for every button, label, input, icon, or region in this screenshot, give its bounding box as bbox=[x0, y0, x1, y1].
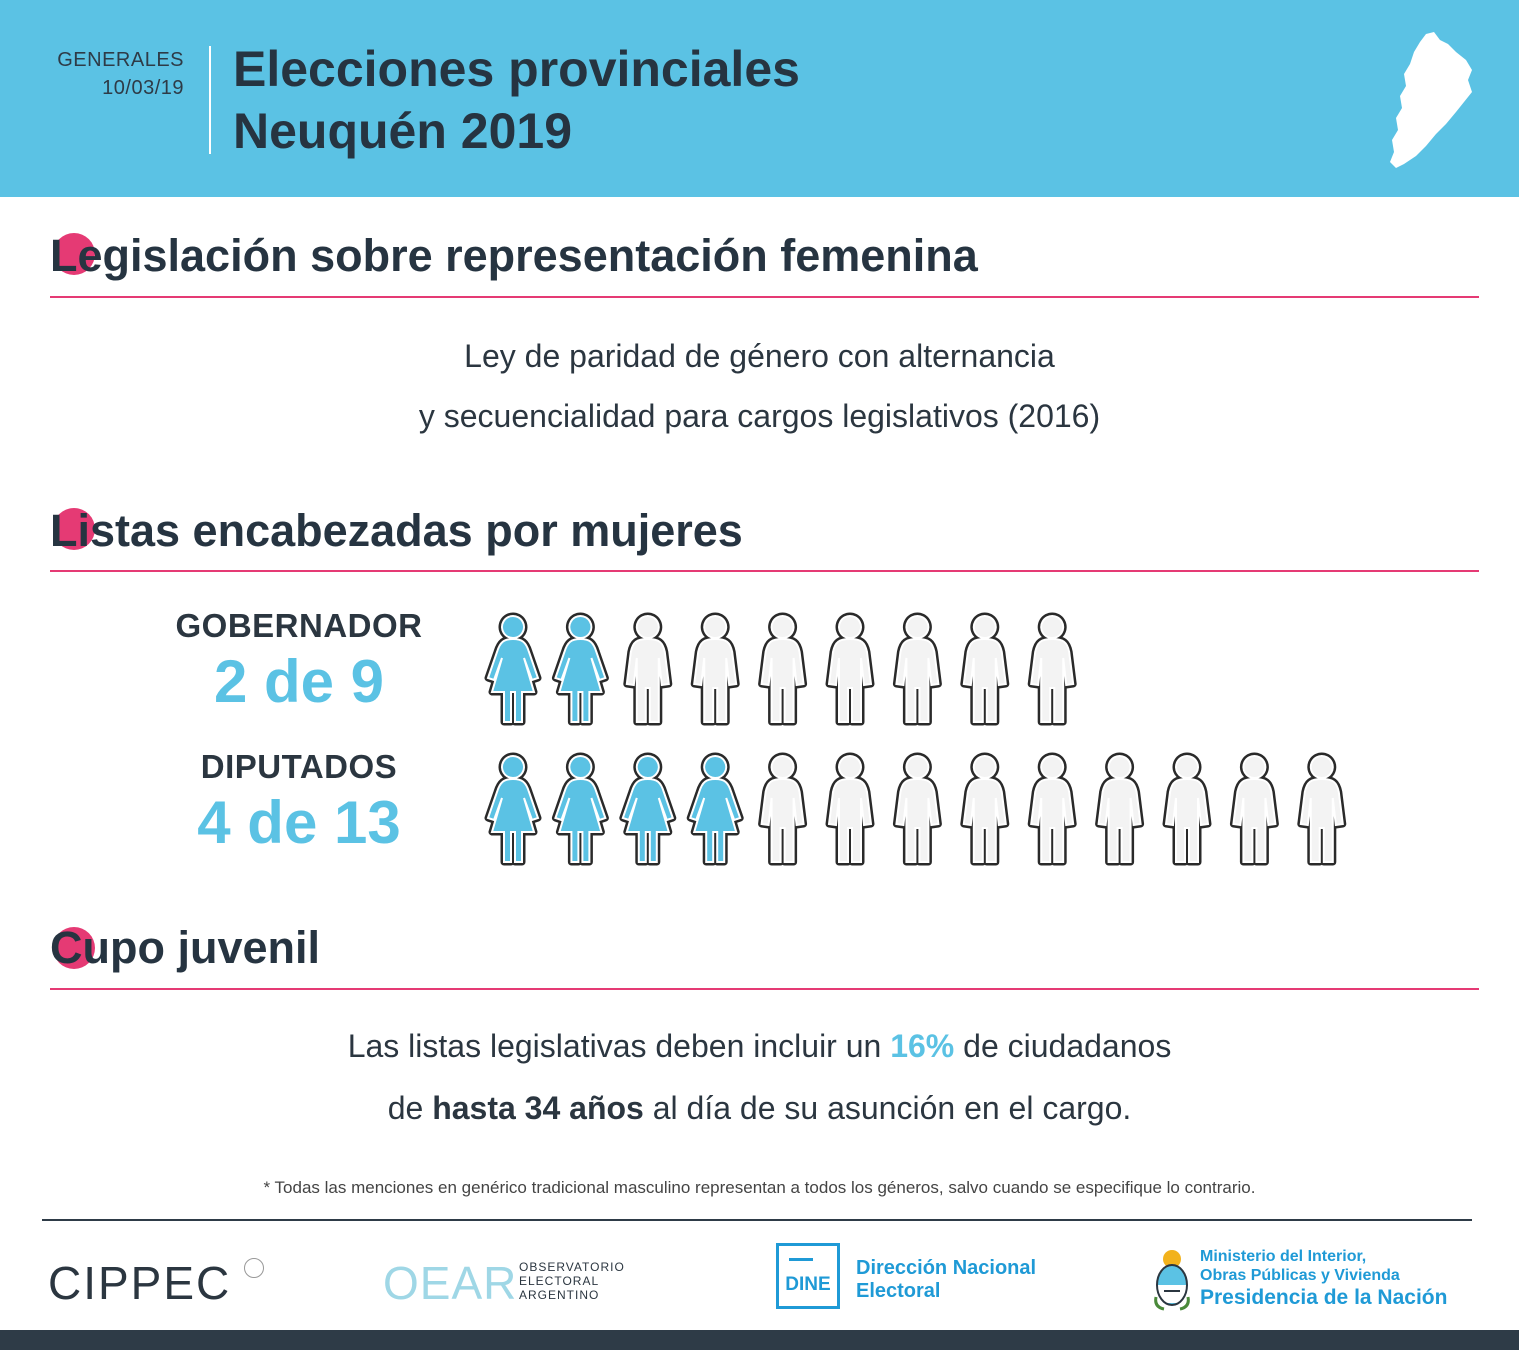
oear-mark: OEAR bbox=[383, 1257, 518, 1309]
election-type: GENERALES bbox=[57, 49, 184, 71]
footnote: * Todas las menciones en genérico tradic… bbox=[263, 1178, 1256, 1197]
section-marker-dot bbox=[53, 233, 95, 275]
woman-figure-icon bbox=[484, 752, 542, 866]
ministry-line-1: Ministerio del Interior, bbox=[1200, 1248, 1367, 1265]
youth-line-2: de hasta 34 años al día de su asunción e… bbox=[0, 1090, 1519, 1127]
coat-of-arms-icon bbox=[1154, 1250, 1190, 1311]
oear-logo: OEAR OBSERVATORIO ELECTORAL ARGENTINO bbox=[383, 1256, 624, 1310]
election-date: GENERALES 10/03/19 bbox=[40, 46, 184, 102]
dine-text: Dirección Nacional Electoral bbox=[856, 1257, 1036, 1303]
youth-text-a: Las listas legislativas deben incluir un bbox=[347, 1028, 891, 1064]
section-title-youth: Cupo juvenil bbox=[50, 922, 320, 973]
dine-mark: DINE bbox=[776, 1243, 840, 1309]
man-figure-icon bbox=[960, 752, 1010, 866]
man-figure-icon bbox=[1095, 752, 1145, 866]
man-figure-icon bbox=[825, 752, 875, 866]
title-line-2: Neuquén 2019 bbox=[233, 103, 573, 159]
man-figure-icon bbox=[1229, 752, 1279, 866]
woman-figure-icon bbox=[619, 752, 677, 866]
woman-figure-icon bbox=[551, 752, 609, 866]
ministry-line-2: Obras Públicas y Vivienda bbox=[1200, 1267, 1400, 1284]
section-title-legislation: Legislación sobre representación femenin… bbox=[50, 230, 978, 281]
oear-line-3: ARGENTINO bbox=[519, 1288, 600, 1302]
dine-line-2: Electoral bbox=[856, 1280, 941, 1302]
bottom-bar bbox=[0, 1330, 1519, 1350]
man-figure-icon bbox=[825, 612, 875, 726]
cippec-wordmark: CIPPEC bbox=[48, 1257, 232, 1309]
cippec-logo: CIPPEC bbox=[48, 1256, 264, 1310]
man-figure-icon bbox=[1297, 752, 1347, 866]
man-figure-icon bbox=[758, 612, 808, 726]
oear-line-2: ELECTORAL bbox=[519, 1274, 600, 1288]
legislation-line-1: Ley de paridad de género con alternancia bbox=[464, 338, 1055, 374]
woman-figure-icon bbox=[686, 752, 744, 866]
section-marker-dot bbox=[53, 927, 95, 969]
dine-line-1: Dirección Nacional bbox=[856, 1257, 1037, 1279]
dine-mark-text: DINE bbox=[785, 1274, 831, 1295]
woman-figure-icon bbox=[551, 612, 609, 726]
man-figure-icon bbox=[960, 612, 1010, 726]
section-marker-dot bbox=[53, 508, 95, 550]
man-figure-icon bbox=[1027, 612, 1077, 726]
youth-line-1: Las listas legislativas deben incluir un… bbox=[0, 1028, 1519, 1065]
youth-text-f: al día de su asunción en el cargo. bbox=[643, 1090, 1132, 1126]
neuquen-map-icon bbox=[1390, 32, 1472, 168]
man-figure-icon bbox=[758, 752, 808, 866]
header-divider bbox=[209, 46, 211, 154]
man-figure-icon bbox=[892, 752, 942, 866]
section-title-lists: Listas encabezadas por mujeres bbox=[50, 505, 743, 556]
ministry-line-3: Presidencia de la Nación bbox=[1200, 1286, 1448, 1309]
row-value-deputies: 4 de 13 bbox=[197, 789, 401, 856]
dine-mark-bar bbox=[789, 1258, 813, 1261]
section-divider bbox=[50, 296, 1479, 298]
man-figure-icon bbox=[1027, 752, 1077, 866]
oear-line-1: OBSERVATORIO bbox=[519, 1260, 625, 1274]
row-label-governor: GOBERNADOR bbox=[175, 607, 423, 644]
election-day: 10/03/19 bbox=[102, 77, 184, 99]
section-divider bbox=[50, 570, 1479, 572]
youth-percent: 16% bbox=[890, 1028, 955, 1064]
youth-text-d: de bbox=[387, 1090, 433, 1126]
ministry-text: Ministerio del Interior, Obras Públicas … bbox=[1200, 1247, 1447, 1311]
title-line-1: Elecciones provinciales bbox=[233, 41, 800, 97]
man-figure-icon bbox=[623, 612, 673, 726]
page-title: Elecciones provinciales Neuquén 2019 bbox=[233, 38, 800, 162]
woman-figure-icon bbox=[484, 612, 542, 726]
man-figure-icon bbox=[892, 612, 942, 726]
cippec-badge-icon bbox=[244, 1258, 264, 1278]
legislation-line-2: y secuencialidad para cargos legislativo… bbox=[418, 398, 1101, 434]
section-divider bbox=[50, 988, 1479, 990]
oear-text: OBSERVATORIO ELECTORAL ARGENTINO bbox=[519, 1260, 625, 1302]
row-value-governor: 2 de 9 bbox=[213, 648, 385, 715]
row-label-deputies: DIPUTADOS bbox=[200, 748, 398, 785]
man-figure-icon bbox=[690, 612, 740, 726]
youth-text-c: de ciudadanos bbox=[954, 1028, 1172, 1064]
footer-divider bbox=[42, 1219, 1472, 1221]
youth-age: hasta 34 años bbox=[432, 1090, 644, 1126]
man-figure-icon bbox=[1162, 752, 1212, 866]
header-banner: GENERALES 10/03/19 Elecciones provincial… bbox=[0, 0, 1519, 197]
